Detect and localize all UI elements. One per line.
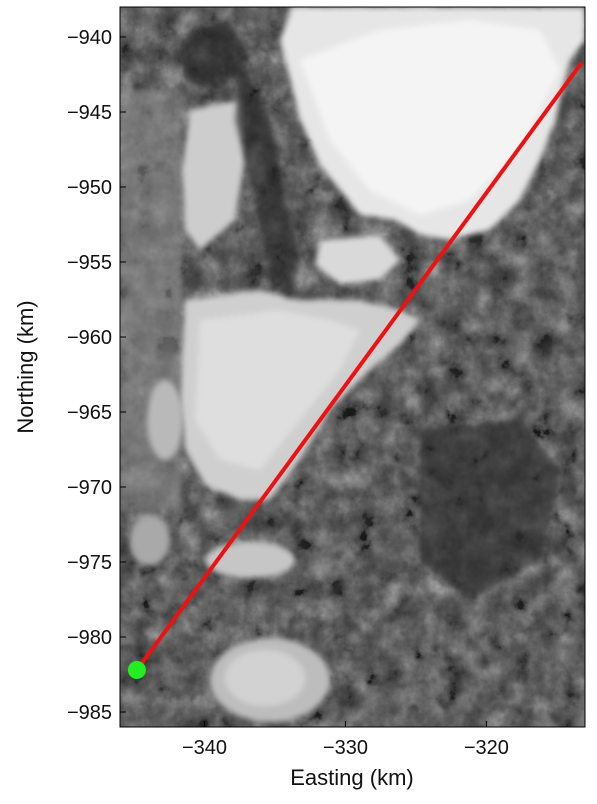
plot-frame xyxy=(119,6,586,728)
y-tick-label: −960 xyxy=(67,327,112,349)
x-tick-label: −320 xyxy=(464,737,509,759)
x-tick-label: −340 xyxy=(182,737,227,759)
dark-ridges xyxy=(180,20,560,600)
x-tick-label: −330 xyxy=(323,737,368,759)
y-tick-label: −955 xyxy=(67,252,112,274)
y-tick-label: −940 xyxy=(67,27,112,49)
y-tick-label: −965 xyxy=(67,402,112,424)
snow-field-north xyxy=(280,7,585,240)
x-axis-label: Easting (km) xyxy=(290,765,413,790)
x-axis: −340 −330 −320 xyxy=(182,721,509,759)
y-tick-label: −980 xyxy=(67,627,112,649)
y-tick-label: −970 xyxy=(67,477,112,499)
profile-line xyxy=(134,62,583,672)
satellite-image xyxy=(120,7,585,727)
y-axis: −940 −945 −950 −955 −960 −965 −970 −975 −980 −985 xyxy=(67,27,126,724)
snow-field-central xyxy=(180,100,420,500)
y-tick-label: −985 xyxy=(67,702,112,724)
y-tick-label: −975 xyxy=(67,552,112,574)
y-tick-label: −945 xyxy=(67,102,112,124)
y-tick-label: −950 xyxy=(67,177,112,199)
snow-patches xyxy=(130,380,330,722)
y-axis-label: Northing (km) xyxy=(13,300,38,433)
start-point-marker xyxy=(127,661,146,679)
